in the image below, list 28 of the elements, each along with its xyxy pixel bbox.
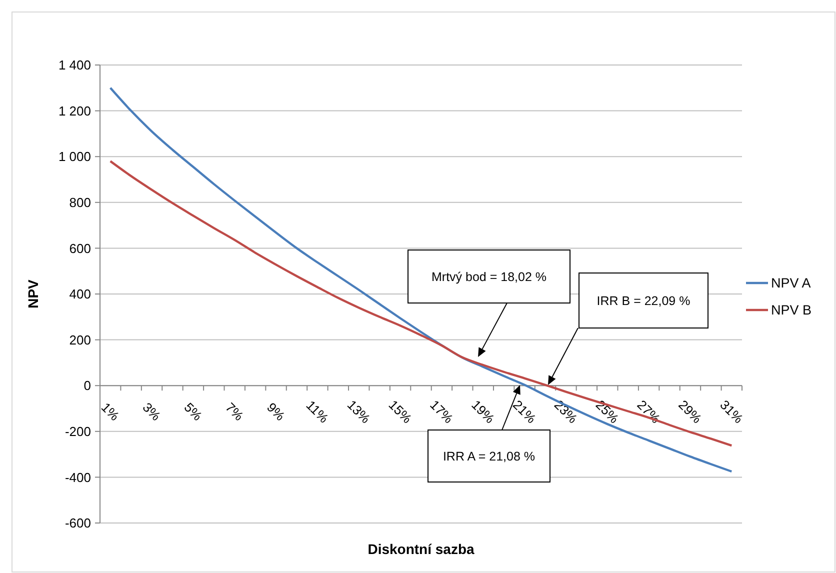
x-tick-label: 17%: [427, 397, 456, 426]
y-tick-label: -200: [64, 424, 91, 439]
y-tick-label: 1 200: [58, 103, 91, 118]
legend-label: NPV A: [771, 276, 811, 291]
annotation: IRR A = 21,08 %: [442, 449, 536, 464]
y-tick-label: -600: [64, 516, 91, 531]
x-tick-label: 5%: [181, 400, 206, 424]
y-tick-label: 400: [69, 286, 91, 302]
y-axis-title: NPV: [25, 278, 41, 308]
annotation: IRR B = 22,09 %: [596, 294, 690, 308]
x-tick-label: 1%: [98, 400, 123, 424]
annotation: Mrtvý bod = 18,02 %: [432, 270, 546, 284]
y-tick-label: 200: [69, 332, 91, 348]
x-tick-label: 19%: [468, 397, 498, 426]
y-tick-label: 0: [84, 378, 91, 394]
x-axis-title: Diskontní sazba: [368, 541, 474, 557]
y-tick-label: -400: [64, 470, 91, 485]
x-tick-label: 15%: [386, 397, 416, 426]
x-tick-label: 7%: [222, 400, 247, 424]
x-tick-label: 9%: [264, 400, 288, 424]
x-tick-label: 11%: [303, 397, 332, 426]
legend-label: NPV B: [771, 302, 812, 318]
x-tick-label: 13%: [344, 397, 374, 426]
y-tick-label: 1 000: [58, 149, 91, 164]
y-tick-label: 800: [69, 194, 91, 210]
y-tick-label: 600: [69, 240, 91, 256]
y-tick-label: 1 400: [58, 58, 91, 73]
x-tick-label: 3%: [140, 400, 164, 424]
